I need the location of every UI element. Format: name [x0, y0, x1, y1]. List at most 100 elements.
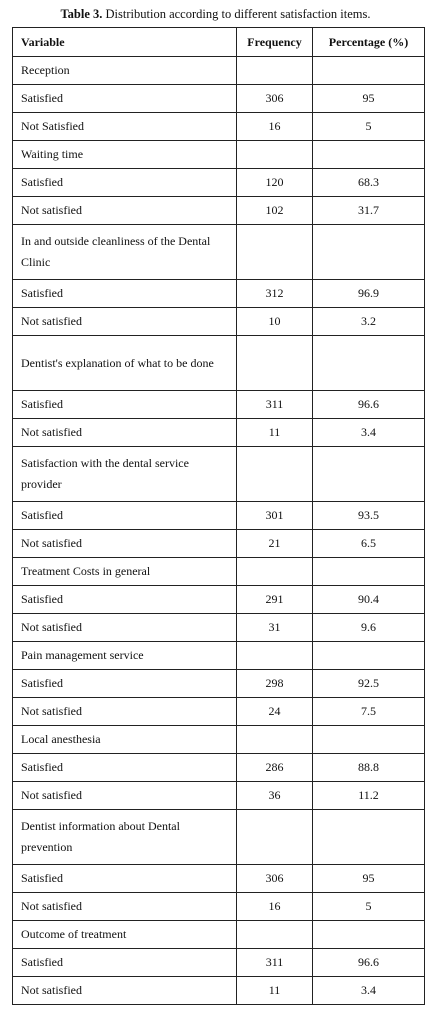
- cell-frequency: 120: [236, 168, 313, 197]
- cell-variable: Satisfied: [12, 864, 237, 893]
- table-row: Satisfied 298 92.5: [12, 669, 425, 698]
- cell-frequency: 301: [236, 501, 313, 530]
- table-row: In and outside cleanliness of the Dental…: [12, 224, 425, 280]
- cell-percentage: 3.4: [312, 976, 425, 1005]
- table-row: Satisfied 301 93.5: [12, 501, 425, 530]
- cell-frequency: [236, 335, 313, 391]
- cell-variable: In and outside cleanliness of the Dental…: [12, 224, 237, 280]
- cell-frequency: [236, 56, 313, 85]
- cell-frequency: 298: [236, 669, 313, 698]
- table-row: Not satisfied 21 6.5: [12, 529, 425, 558]
- cell-percentage: [312, 557, 425, 586]
- cell-variable: Not satisfied: [12, 781, 237, 810]
- cell-percentage: 5: [312, 112, 425, 141]
- cell-percentage: [312, 446, 425, 502]
- table-caption-label: Table 3.: [60, 7, 103, 21]
- cell-frequency: [236, 224, 313, 280]
- table-row: Satisfied 311 96.6: [12, 390, 425, 419]
- cell-variable: Satisfied: [12, 948, 237, 977]
- cell-percentage: [312, 56, 425, 85]
- cell-percentage: 3.4: [312, 418, 425, 447]
- table-row: Outcome of treatment: [12, 920, 425, 949]
- table-caption-text: Distribution according to different sati…: [102, 7, 371, 21]
- cell-percentage: 88.8: [312, 753, 425, 782]
- cell-percentage: [312, 641, 425, 670]
- cell-percentage: [312, 140, 425, 169]
- cell-frequency: 11: [236, 976, 313, 1005]
- cell-frequency: 31: [236, 613, 313, 642]
- cell-frequency: [236, 557, 313, 586]
- table-row: Reception: [12, 56, 425, 85]
- table-row: Pain management service: [12, 641, 425, 670]
- table-row: Satisfied 120 68.3: [12, 168, 425, 197]
- cell-variable: Dentist information about Dental prevent…: [12, 809, 237, 865]
- header-frequency: Frequency: [236, 27, 313, 57]
- table-row: Satisfied 312 96.9: [12, 279, 425, 308]
- table-row: Local anesthesia: [12, 725, 425, 754]
- cell-percentage: 68.3: [312, 168, 425, 197]
- cell-percentage: 96.9: [312, 279, 425, 308]
- cell-frequency: 10: [236, 307, 313, 336]
- table-row: Satisfied 306 95: [12, 84, 425, 113]
- cell-variable: Satisfied: [12, 669, 237, 698]
- cell-frequency: 312: [236, 279, 313, 308]
- cell-percentage: [312, 809, 425, 865]
- cell-variable: Outcome of treatment: [12, 920, 237, 949]
- table-row: Satisfied 306 95: [12, 864, 425, 893]
- cell-percentage: 5: [312, 892, 425, 921]
- header-variable: Variable: [12, 27, 237, 57]
- table-header-row: Variable Frequency Percentage (%): [12, 27, 425, 57]
- cell-percentage: [312, 725, 425, 754]
- cell-variable: Satisfied: [12, 753, 237, 782]
- table-row: Not satisfied 16 5: [12, 892, 425, 921]
- table-body: Reception Satisfied 306 95 Not Satisfied 16 5 W…: [12, 56, 425, 1005]
- cell-variable: Treatment Costs in general: [12, 557, 237, 586]
- table-row: Waiting time: [12, 140, 425, 169]
- cell-percentage: 95: [312, 84, 425, 113]
- cell-variable: Satisfied: [12, 168, 237, 197]
- cell-percentage: 3.2: [312, 307, 425, 336]
- cell-frequency: [236, 140, 313, 169]
- cell-variable: Satisfied: [12, 279, 237, 308]
- cell-frequency: 306: [236, 864, 313, 893]
- cell-variable: Reception: [12, 56, 237, 85]
- cell-percentage: [312, 920, 425, 949]
- cell-percentage: 90.4: [312, 585, 425, 614]
- cell-variable: Not satisfied: [12, 892, 237, 921]
- cell-frequency: [236, 446, 313, 502]
- cell-frequency: 311: [236, 390, 313, 419]
- cell-frequency: [236, 725, 313, 754]
- table-row: Dentist's explanation of what to be done: [12, 335, 425, 391]
- cell-variable: Satisfied: [12, 585, 237, 614]
- table-row: Satisfaction with the dental service pro…: [12, 446, 425, 502]
- table-row: Not satisfied 102 31.7: [12, 196, 425, 225]
- cell-percentage: 9.6: [312, 613, 425, 642]
- cell-frequency: 36: [236, 781, 313, 810]
- cell-variable: Pain management service: [12, 641, 237, 670]
- cell-percentage: [312, 224, 425, 280]
- cell-frequency: 16: [236, 892, 313, 921]
- satisfaction-table: Variable Frequency Percentage (%) Recept…: [12, 27, 425, 1005]
- table-row: Satisfied 286 88.8: [12, 753, 425, 782]
- cell-variable: Satisfaction with the dental service pro…: [12, 446, 237, 502]
- cell-variable: Not satisfied: [12, 418, 237, 447]
- cell-variable: Not satisfied: [12, 976, 237, 1005]
- cell-variable: Satisfied: [12, 390, 237, 419]
- cell-percentage: 96.6: [312, 948, 425, 977]
- table-row: Not Satisfied 16 5: [12, 112, 425, 141]
- table-row: Dentist information about Dental prevent…: [12, 809, 425, 865]
- cell-variable: Waiting time: [12, 140, 237, 169]
- cell-frequency: [236, 641, 313, 670]
- table-caption: Table 3. Distribution according to diffe…: [0, 6, 431, 22]
- table-row: Satisfied 311 96.6: [12, 948, 425, 977]
- cell-variable: Local anesthesia: [12, 725, 237, 754]
- cell-frequency: 16: [236, 112, 313, 141]
- cell-variable: Not satisfied: [12, 529, 237, 558]
- table-row: Satisfied 291 90.4: [12, 585, 425, 614]
- header-percentage: Percentage (%): [312, 27, 425, 57]
- cell-frequency: 311: [236, 948, 313, 977]
- table-row: Treatment Costs in general: [12, 557, 425, 586]
- cell-frequency: [236, 809, 313, 865]
- cell-variable: Not satisfied: [12, 196, 237, 225]
- cell-percentage: 11.2: [312, 781, 425, 810]
